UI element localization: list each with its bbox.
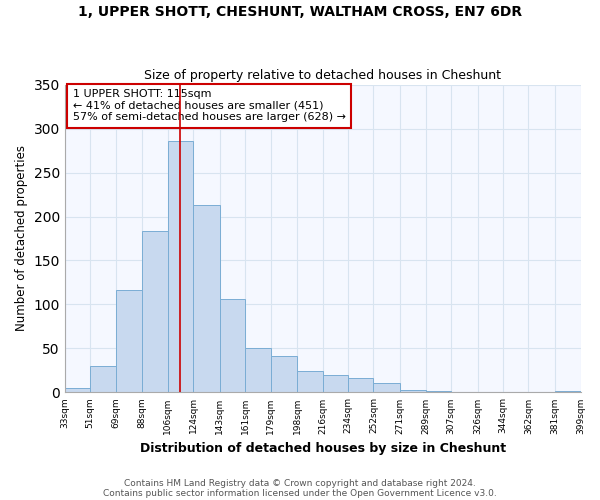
Bar	[297, 372, 323, 392]
Text: 1, UPPER SHOTT, CHESHUNT, WALTHAM CROSS, EN7 6DR: 1, UPPER SHOTT, CHESHUNT, WALTHAM CROSS,…	[78, 5, 522, 19]
X-axis label: Distribution of detached houses by size in Cheshunt: Distribution of detached houses by size …	[140, 442, 506, 455]
Bar	[425, 390, 451, 392]
Bar	[373, 383, 400, 392]
Bar	[348, 378, 373, 392]
Bar	[116, 290, 142, 392]
Bar	[167, 141, 193, 393]
Text: 1 UPPER SHOTT: 115sqm
← 41% of detached houses are smaller (451)
57% of semi-det: 1 UPPER SHOTT: 115sqm ← 41% of detached …	[73, 89, 346, 122]
Bar	[90, 366, 116, 392]
Bar	[555, 390, 581, 392]
Bar	[271, 356, 297, 392]
Bar	[193, 205, 220, 392]
Title: Size of property relative to detached houses in Cheshunt: Size of property relative to detached ho…	[144, 69, 501, 82]
Bar	[220, 299, 245, 392]
Bar	[65, 388, 90, 392]
Y-axis label: Number of detached properties: Number of detached properties	[15, 146, 28, 332]
Bar	[245, 348, 271, 393]
Text: Contains HM Land Registry data © Crown copyright and database right 2024.: Contains HM Land Registry data © Crown c…	[124, 478, 476, 488]
Text: Contains public sector information licensed under the Open Government Licence v3: Contains public sector information licen…	[103, 488, 497, 498]
Bar	[400, 390, 425, 392]
Bar	[323, 375, 348, 392]
Bar	[142, 232, 167, 392]
